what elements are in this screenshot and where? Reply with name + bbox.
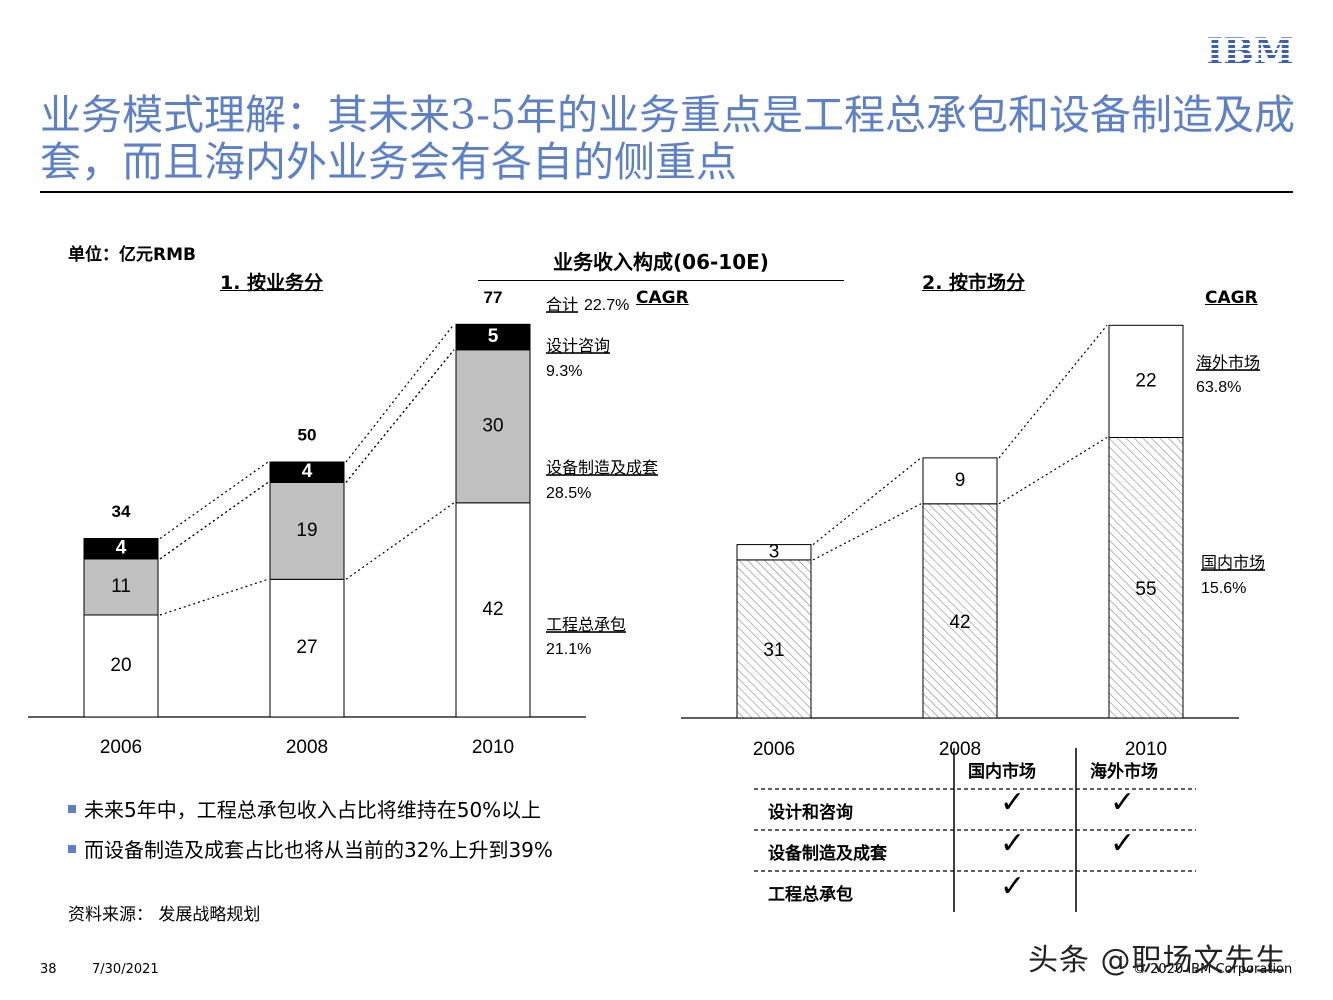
chart-by-business: 20 11 4 34 2006 27 19 4 50 2008 42 30 5 77 2010 合计 22.7%… <box>28 288 658 758</box>
bar-2010-series-0 <box>455 502 531 718</box>
legend2-name-1: 海外市场 <box>1196 354 1260 372</box>
bar-label-2010-2: 5 <box>488 326 499 347</box>
bar2-2008-series-1 <box>922 457 998 505</box>
title-divider <box>40 191 1293 193</box>
total-label-2008: 50 <box>298 425 317 444</box>
total-label-2006: 34 <box>112 502 131 521</box>
bar-2008-series-2 <box>269 461 345 483</box>
legend-name-2: 设计咨询 <box>546 337 610 355</box>
unit-label: 单位：亿元RMB <box>68 245 196 265</box>
bullet-square-icon <box>68 805 76 813</box>
connector-1-2 <box>345 323 455 463</box>
bar2-label-2010-0: 55 <box>1135 579 1156 600</box>
bullet-1: 未来5年中，工程总承包收入占比将维持在50%以上 <box>68 794 541 823</box>
bar-2010-series-2 <box>455 323 531 351</box>
check-icon: ✓ <box>1110 826 1136 861</box>
x2-tick-2010: 2010 <box>1125 739 1167 760</box>
bar-2010-series-1 <box>455 349 531 504</box>
bullet-square-icon <box>68 845 76 853</box>
total-label-2010: 77 <box>484 288 503 307</box>
check-icon: ✓ <box>1000 826 1026 861</box>
matrix-row-engineering: 工程总承包 <box>768 885 853 905</box>
legend-cagr-1: 28.5% <box>546 485 591 502</box>
bar-2006-series-1 <box>83 558 159 616</box>
connector2-0-0 <box>812 503 922 561</box>
x2-tick-2006: 2006 <box>753 739 795 760</box>
bullet-2: 而设备制造及成套占比也将从当前的32%上升到39% <box>68 834 553 863</box>
x-tick-2010: 2010 <box>472 737 514 758</box>
legend2-cagr-0: 15.6% <box>1201 580 1246 597</box>
bar-2006-series-0 <box>83 614 159 718</box>
bar2-2008-series-0 <box>922 503 998 719</box>
legend-name-0: 工程总承包 <box>546 616 626 634</box>
connector-1-0 <box>345 502 455 580</box>
bar2-label-2006-0: 31 <box>763 640 784 661</box>
legend-total-label: 合计 <box>546 296 578 314</box>
chart-by-market: 31 3 2006 42 9 2008 55 22 2010 国内市场 15.6% 海外市场 63.8% <box>681 324 1265 760</box>
legend-cagr-0: 21.1% <box>546 641 591 658</box>
connector2-1-1 <box>998 324 1108 459</box>
bar-label-2010-0: 42 <box>482 599 503 620</box>
x-tick-2006: 2006 <box>100 737 142 758</box>
legend-total-cagr: 22.7% <box>584 297 629 314</box>
page-title: 业务模式理解：其未来3-5年的业务重点是工程总承包和设备制造及成套，而且海内外业… <box>40 91 1296 186</box>
bar-2008-series-0 <box>269 578 345 718</box>
chart1-cagr-header: CAGR <box>636 288 689 308</box>
bar-label-2010-1: 30 <box>482 415 503 436</box>
watermark: 头条 @职场文先生 <box>1028 943 1287 978</box>
bar-label-2006-2: 4 <box>116 538 127 559</box>
connector-mid-0 <box>159 481 269 560</box>
svg-text:IBM: IBM <box>1206 31 1293 70</box>
bar2-label-2008-1: 9 <box>955 470 966 491</box>
bar2-label-2008-0: 42 <box>949 612 970 633</box>
charts-title: 业务收入构成(06-10E) <box>478 246 844 281</box>
bar-2006-series-2 <box>83 538 159 560</box>
chart2-cagr-header: CAGR <box>1205 288 1258 308</box>
bar2-label-2006-1: 3 <box>769 541 780 562</box>
footer-date: 7/30/2021 <box>92 962 159 977</box>
check-icon: ✓ <box>1110 785 1136 820</box>
check-icon: ✓ <box>1000 869 1026 904</box>
matrix-row-design: 设计和咨询 <box>768 803 853 823</box>
connector-mid-1 <box>345 349 455 483</box>
bar2-2010-series-0 <box>1108 437 1184 719</box>
legend2-name-0: 国内市场 <box>1201 554 1265 572</box>
legend-cagr-2: 9.3% <box>546 363 582 380</box>
bar2-label-2010-1: 22 <box>1135 370 1156 391</box>
source-note: 资料来源： 发展战略规划 <box>68 905 261 925</box>
connector2-1-0 <box>998 436 1108 505</box>
bar-label-2008-0: 27 <box>296 637 317 658</box>
x-tick-2008: 2008 <box>286 737 328 758</box>
ibm-logo: IBM <box>1206 31 1293 70</box>
connector-0-2 <box>159 461 269 539</box>
bar-label-2006-0: 20 <box>110 655 131 676</box>
matrix-grid <box>754 748 1196 912</box>
bar-label-2006-1: 11 <box>111 576 131 597</box>
matrix-col-overseas: 海外市场 <box>1090 762 1158 782</box>
page-number: 38 <box>40 962 57 977</box>
bar-label-2008-1: 19 <box>296 520 317 541</box>
x2-tick-2008: 2008 <box>939 739 981 760</box>
copyright: © 2020 IBM Corporation <box>1133 962 1293 977</box>
legend2-cagr-1: 63.8% <box>1196 379 1241 396</box>
legend-name-1: 设备制造及成套 <box>546 459 658 477</box>
chart1-title: 1. 按业务分 <box>220 272 324 294</box>
check-icon: ✓ <box>1000 785 1026 820</box>
bar2-2006-series-0 <box>736 559 812 719</box>
connector2-0-1 <box>812 457 922 546</box>
matrix-col-domestic: 国内市场 <box>968 762 1036 782</box>
bar2-2006-series-1 <box>736 544 812 561</box>
bar2-2010-series-1 <box>1108 324 1184 438</box>
connector-0-0 <box>159 578 269 616</box>
bar-label-2008-2: 4 <box>302 461 313 482</box>
chart2-title: 2. 按市场分 <box>922 272 1026 294</box>
matrix-row-equipment: 设备制造及成套 <box>768 844 887 864</box>
